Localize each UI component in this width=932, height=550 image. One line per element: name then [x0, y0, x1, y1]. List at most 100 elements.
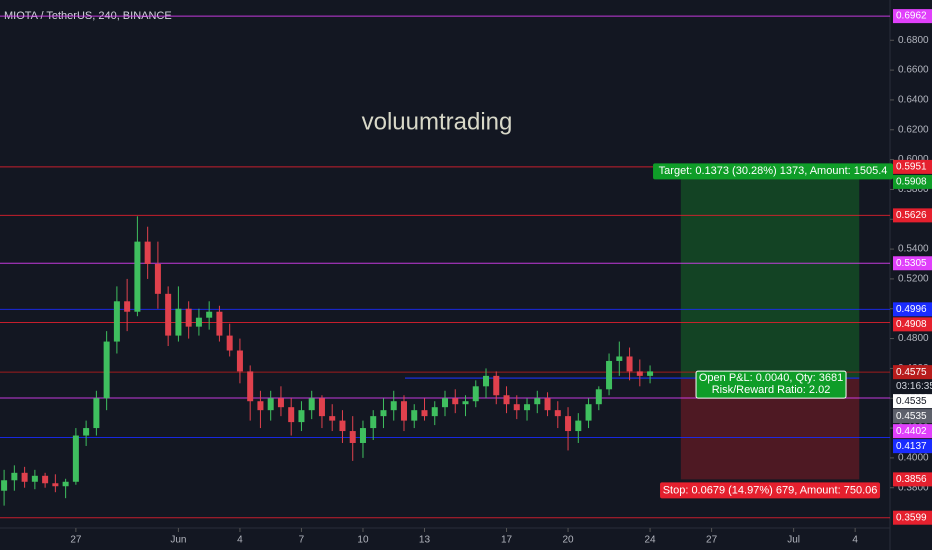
candle-body [370, 416, 377, 429]
price-label: 0.4137 [896, 441, 927, 452]
candle-body [595, 389, 602, 405]
price-label: 0.3599 [896, 512, 927, 523]
candle-body [380, 410, 387, 417]
candle-body [113, 301, 120, 342]
candle-body [195, 317, 202, 327]
price-label: 0.5626 [896, 210, 927, 221]
stop-label: Stop: 0.0679 (14.97%) 679, Amount: 750.0… [663, 484, 878, 496]
candle-body [247, 371, 254, 402]
candle-body [267, 398, 274, 411]
price-label-bg [893, 302, 932, 317]
candle-body [226, 335, 233, 351]
y-tick-label: 0.6400 [898, 95, 929, 106]
price-label-bg [893, 424, 932, 439]
price-label-bg [893, 256, 932, 271]
candle-body [606, 360, 613, 390]
candle-body [626, 356, 633, 372]
candle-body [411, 410, 418, 421]
candle-body [165, 293, 172, 336]
candle-body [277, 398, 284, 408]
price-label-bg [893, 472, 932, 487]
y-tick-label: 0.6600 [898, 65, 929, 76]
candle-body [216, 311, 223, 336]
target-zone [680, 173, 860, 379]
candle-body [83, 428, 90, 436]
candle-body [472, 386, 479, 402]
candle-body [154, 264, 161, 294]
candle-body [42, 475, 49, 484]
candle-body [400, 401, 407, 421]
price-label-bg [893, 394, 932, 409]
candle-body [103, 341, 110, 399]
candle-body [339, 420, 346, 432]
price-label: 0.4908 [896, 319, 927, 330]
y-tick-label: 0.5200 [898, 274, 929, 285]
stop-label-bg [660, 482, 881, 499]
candle-body [329, 416, 336, 421]
price-label-bg [893, 174, 932, 189]
target-label-bg [653, 163, 894, 180]
candle-body [359, 428, 366, 443]
y-tick-label: 0.4000 [898, 453, 929, 464]
candle-body [585, 404, 592, 421]
y-tick-label: 0.3800 [898, 482, 929, 493]
price-label: 0.5951 [896, 162, 927, 173]
candle-body [636, 371, 643, 376]
price-label-bg [893, 159, 932, 174]
candle-body [144, 241, 151, 264]
price-label-bg [893, 409, 932, 424]
candle-body [544, 398, 551, 411]
x-tick-label: 27 [706, 535, 718, 546]
x-tick-label: 4 [237, 535, 243, 546]
price-label-bg [893, 510, 932, 525]
candle-body [442, 398, 448, 408]
y-tick-label: 0.6200 [898, 124, 929, 135]
candle-body [513, 404, 520, 411]
x-tick-label: Jun [170, 535, 186, 546]
candle-body [11, 472, 18, 481]
candle-body [52, 483, 59, 487]
price-label: 0.4402 [896, 426, 927, 437]
x-tick-label: 24 [645, 535, 657, 546]
candle-body [124, 301, 131, 312]
candle-body [554, 410, 561, 417]
price-label-bg [893, 9, 932, 24]
price-label: 0.5305 [896, 258, 927, 269]
candle-body [483, 375, 490, 387]
y-tick-label: 0.5800 [898, 184, 929, 195]
candle-body [134, 241, 141, 312]
price-label: 0.4535 [896, 411, 927, 422]
candle-body [1, 480, 8, 491]
price-label: 0.6962 [896, 11, 927, 22]
candle-body [462, 401, 469, 405]
candle-body [72, 435, 79, 482]
candle-body [421, 410, 428, 417]
x-tick-label: 7 [299, 535, 305, 546]
candle-body [616, 356, 623, 361]
y-tick-label: 0.5400 [898, 244, 929, 255]
pnl-label: Open P&L: 0.0040, Qty: 3681 [699, 372, 843, 384]
candle-body [534, 398, 541, 405]
price-label: 0.5908 [896, 177, 927, 188]
price-label: 0.4996 [896, 304, 927, 315]
candle-body [452, 398, 459, 405]
price-label-bg [893, 439, 932, 454]
x-tick-label: Jul [787, 535, 800, 546]
y-tick-label: 0.4800 [898, 333, 929, 344]
candle-body [298, 410, 305, 423]
candle-body [62, 481, 69, 487]
ratio-label: Risk/Reward Ratio: 2.02 [712, 384, 831, 396]
x-tick-label: 13 [419, 535, 431, 546]
countdown: 03:16:35 [896, 381, 932, 392]
candle-body [318, 398, 325, 417]
candle-body [236, 350, 243, 372]
candle-body [575, 420, 582, 432]
watermark: voluumtrading [362, 108, 513, 135]
pnl-box [695, 370, 847, 399]
candle-body [31, 475, 38, 482]
candle-body [390, 401, 397, 411]
x-tick-label: 20 [562, 535, 574, 546]
candle-body [185, 308, 192, 327]
candle-body [175, 308, 182, 336]
